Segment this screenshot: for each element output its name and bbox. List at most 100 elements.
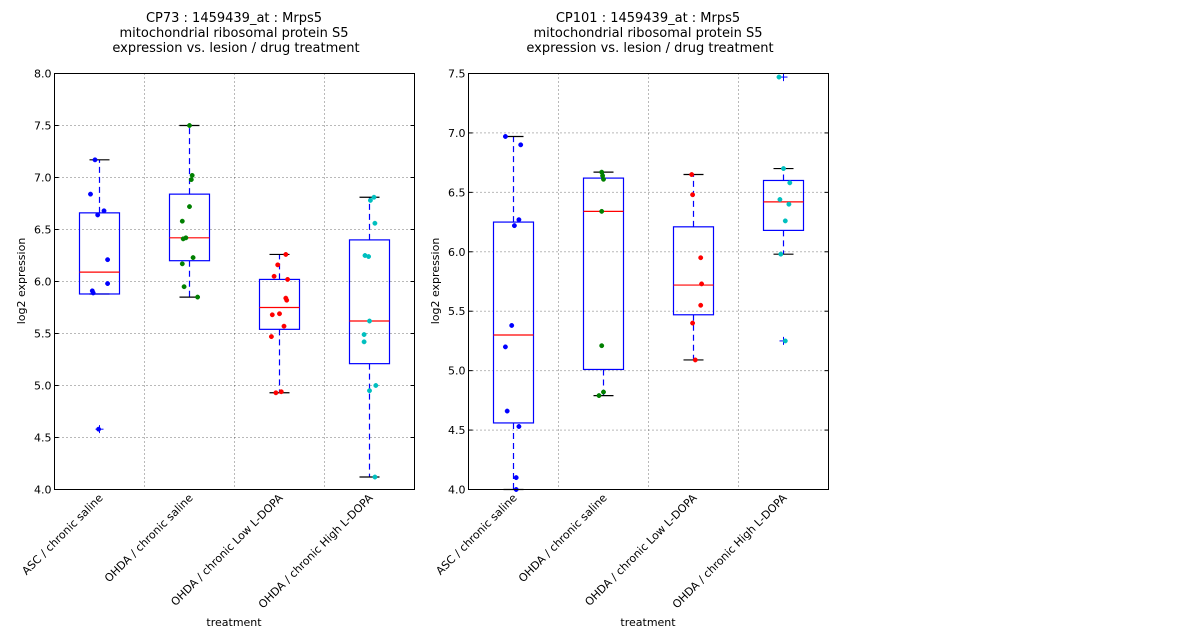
data-point <box>187 204 192 210</box>
data-point <box>698 255 704 261</box>
data-point <box>366 254 372 259</box>
data-point <box>502 134 508 139</box>
data-point <box>361 339 367 345</box>
data-point <box>690 192 696 198</box>
box-iqr <box>492 221 535 424</box>
data-point <box>101 208 107 214</box>
y-tick-label: 7.0 <box>34 172 52 185</box>
y-tick-label: 6.0 <box>448 246 466 259</box>
data-point <box>179 261 185 267</box>
data-point <box>281 323 287 329</box>
box-iqr <box>348 239 391 365</box>
data-point <box>367 197 373 203</box>
data-point <box>373 383 379 388</box>
y-tick-label: 5.0 <box>34 380 52 393</box>
box-iqr <box>582 177 625 371</box>
data-point <box>782 218 788 224</box>
data-point <box>284 297 290 303</box>
data-point <box>275 262 281 268</box>
y-tick-label: 7.0 <box>448 127 466 140</box>
y-axis-label: log2 expression <box>429 238 442 325</box>
data-point <box>786 201 792 207</box>
plot-frame <box>54 73 415 490</box>
chart-title-line-3: expression vs. lesion / drug treatment <box>112 41 359 56</box>
data-point <box>504 408 510 414</box>
y-tick-label: 4.0 <box>34 484 52 497</box>
data-point <box>596 393 602 399</box>
data-point <box>781 166 786 172</box>
data-point <box>778 251 784 257</box>
data-point <box>372 474 378 480</box>
data-point <box>516 424 522 429</box>
y-tick-label: 7.5 <box>34 120 52 133</box>
data-point <box>90 290 96 296</box>
x-tick-label: OHDA / chronic saline <box>516 491 610 585</box>
panel-cp101: CP101 : 1459439_at : Mrps5 mitochondrial… <box>429 11 829 629</box>
y-tick-labels: 4.0 4.5 5.0 5.5 6.0 6.5 7.0 7.5 8.0 <box>34 68 52 497</box>
data-point <box>372 220 378 226</box>
data-point <box>699 281 705 287</box>
data-point <box>195 294 201 300</box>
chart-title-line-1: CP101 : 1459439_at : Mrps5 <box>556 11 740 26</box>
data-point <box>599 208 605 214</box>
box-iqr <box>168 193 211 262</box>
data-point <box>601 176 606 182</box>
data-point <box>92 157 98 163</box>
y-axis-label: log2 expression <box>15 238 28 325</box>
data-point <box>105 257 111 263</box>
x-axis-label: treatment <box>206 616 262 629</box>
data-point <box>692 357 698 363</box>
data-point <box>513 475 519 481</box>
panel-cp73: CP73 : 1459439_at : Mrps5 mitochondrial … <box>15 11 415 629</box>
x-tick-label: OHDA / chronic saline <box>102 491 196 585</box>
data-point <box>599 343 605 349</box>
y-tick-label: 5.0 <box>448 365 466 378</box>
data-point <box>518 142 524 148</box>
y-tick-label: 5.5 <box>34 328 52 341</box>
chart-title-line-2: mitochondrial ribosomal protein S5 <box>120 26 349 41</box>
data-point <box>283 252 289 257</box>
data-point <box>689 172 695 177</box>
data-point <box>88 191 93 197</box>
data-point <box>787 180 793 186</box>
box-iqr <box>258 278 301 330</box>
data-point <box>188 177 194 183</box>
data-point <box>511 223 517 229</box>
data-point <box>268 334 274 340</box>
grid-lines <box>54 73 415 490</box>
y-tick-label: 8.0 <box>34 68 52 81</box>
data-point <box>278 389 284 395</box>
data-point <box>690 320 696 326</box>
plot-frame <box>468 73 829 490</box>
y-tick-label: 6.0 <box>34 276 52 289</box>
data-point <box>105 281 111 287</box>
data-point <box>269 312 275 318</box>
data-point <box>95 212 101 218</box>
box-iqr <box>672 226 715 316</box>
data-point <box>367 388 372 394</box>
box-marks <box>492 73 805 492</box>
data-point <box>273 390 279 396</box>
data-point <box>189 172 195 178</box>
y-tick-label: 6.5 <box>448 186 466 199</box>
grid-lines <box>468 73 829 490</box>
y-tick-labels: 4.0 4.5 5.0 5.5 6.0 6.5 7.0 7.5 <box>448 68 466 497</box>
data-point <box>187 123 192 128</box>
data-point <box>776 74 782 80</box>
x-tick-label: ASC / chronic saline <box>433 491 519 577</box>
box-marks <box>78 123 391 480</box>
x-axis-label: treatment <box>620 616 676 629</box>
data-point <box>361 332 367 337</box>
data-point <box>782 338 788 344</box>
y-tick-label: 4.5 <box>34 432 52 445</box>
data-point <box>179 218 185 224</box>
data-point <box>601 389 606 395</box>
data-point <box>698 302 704 308</box>
y-tick-label: 4.5 <box>448 424 466 437</box>
y-tick-label: 6.5 <box>34 224 52 237</box>
x-tick-label: ASC / chronic saline <box>19 491 105 577</box>
data-point <box>777 197 783 202</box>
chart-title-line-1: CP73 : 1459439_at : Mrps5 <box>146 11 322 26</box>
